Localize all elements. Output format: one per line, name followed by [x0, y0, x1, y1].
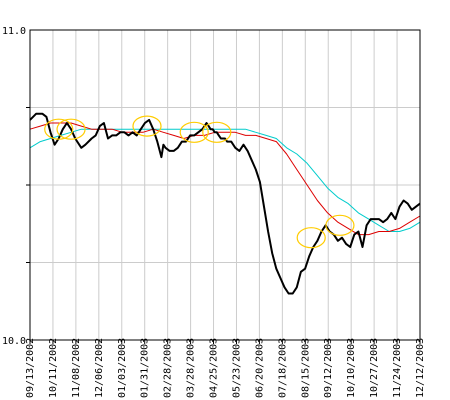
highlight-layer [44, 115, 355, 249]
x-tick-label: 10/11/2002 [48, 338, 59, 398]
y-tick-label-bottom: 10.0 [2, 336, 26, 347]
x-tick-label: 02/28/2003 [163, 338, 174, 398]
x-tick-label: 01/31/2003 [140, 338, 151, 398]
series-line-price [29, 112, 421, 295]
x-tick-label: 03/28/2003 [186, 338, 197, 398]
x-tick-label: 09/12/2003 [323, 338, 334, 398]
highlight-ellipse [296, 227, 326, 249]
x-tick-label: 11/08/2002 [71, 338, 82, 398]
x-tick-label: 11/24/2003 [392, 338, 403, 398]
highlight-ellipse [325, 214, 355, 236]
x-tick-label: 01/03/2003 [117, 338, 128, 398]
highlight-ellipse [56, 118, 86, 140]
x-tick-label: 10/10/2003 [346, 338, 357, 398]
series-line-ma-short [29, 122, 421, 236]
highlight-ellipse [179, 121, 209, 143]
x-tick-label: 09/13/2002 [25, 338, 36, 398]
x-tick-label: 10/27/2003 [369, 338, 380, 398]
x-tick-label: 08/15/2003 [300, 338, 311, 398]
x-tick-label: 04/25/2003 [209, 338, 220, 398]
highlight-ellipse [44, 118, 74, 140]
x-tick-label: 06/20/2003 [254, 338, 265, 398]
x-tick-label: 07/18/2003 [277, 338, 288, 398]
highlight-ellipse [202, 121, 232, 143]
y-tick-label-top: 11.0 [2, 26, 26, 37]
x-axis: 09/13/2002 10/11/2002 11/08/2002 12/06/2002… [25, 338, 426, 398]
series-layer [29, 112, 421, 295]
highlight-ellipse [132, 115, 162, 137]
x-tick-label: 05/23/2003 [231, 338, 242, 398]
x-tick-label: 12/06/2002 [94, 338, 105, 398]
y-axis: 11.0 10.0 [2, 26, 30, 347]
x-tick-label: 12/12/2003 [415, 338, 426, 398]
